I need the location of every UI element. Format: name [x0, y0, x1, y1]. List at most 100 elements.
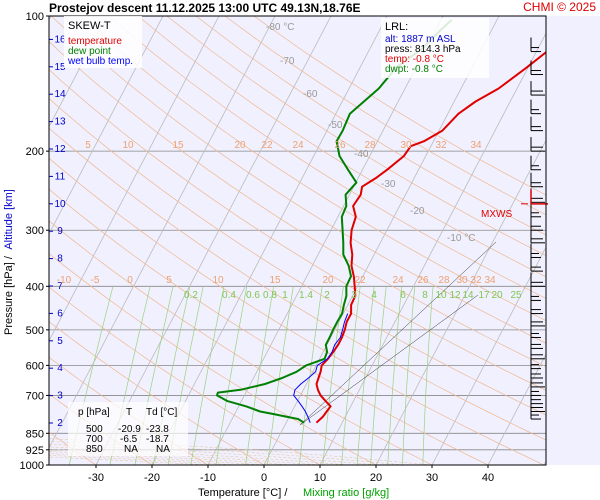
- isotherm-line: [207, 16, 444, 465]
- mixing-ratio-label: 0.4: [222, 290, 236, 301]
- isotherm-label: -80 °C: [266, 22, 294, 33]
- isotherm-line: [319, 32, 546, 465]
- legend-item-temperature: temperature: [68, 36, 122, 47]
- lrl-alt: alt: 1887 m ASL: [385, 34, 456, 45]
- mixing-ratio-line: [370, 286, 387, 465]
- mixing-ratio-label: 20: [491, 290, 503, 301]
- y-tick-label: 600: [26, 360, 44, 372]
- adiabat-label: -10: [57, 275, 72, 286]
- dry-adiabat-line: [49, 69, 546, 391]
- isotherm-label: -30: [381, 179, 396, 190]
- dry-adiabat-line: [49, 41, 546, 367]
- series-line-temperature: [315, 50, 546, 424]
- y-axis-label: Pressure [hPa] / Altitude [km]: [3, 189, 15, 335]
- parcel-reference-line: [299, 294, 479, 426]
- table-cell: NA: [124, 444, 138, 455]
- legend-title: SKEW-T: [68, 20, 111, 32]
- adiabat-label: 22: [354, 275, 366, 286]
- altitude-tick-label: 10: [54, 199, 66, 210]
- adiabat-label: 15: [172, 140, 184, 151]
- dry-adiabat-line: [49, 286, 321, 465]
- x-tick-label: -30: [88, 472, 104, 484]
- isotherm-line: [263, 16, 500, 465]
- mixing-ratio-label: 8: [422, 290, 428, 301]
- altitude-tick-label: 14: [54, 89, 66, 100]
- isotherm-label: -10 °C: [447, 233, 475, 244]
- legend-box: [64, 16, 142, 68]
- altitude-tick-label: 6: [57, 308, 63, 319]
- mixing-ratio-label: 6: [400, 290, 406, 301]
- mixing-ratio-label: 12: [449, 290, 461, 301]
- x-tick-label: 30: [426, 472, 438, 484]
- copyright: CHMI © 2025: [523, 0, 596, 14]
- dry-adiabat-line: [79, 16, 546, 321]
- y-tick-label: 300: [26, 225, 44, 237]
- mixing-ratio-label: 0.2: [184, 290, 198, 301]
- dry-adiabat-line: [50, 16, 546, 344]
- mixing-ratio-line: [402, 286, 416, 465]
- adiabat-label: 10: [122, 140, 134, 151]
- isotherm-line: [49, 16, 276, 449]
- lrl-temp: temp: -0.8 °C: [385, 54, 444, 65]
- data-table-box: [68, 402, 188, 456]
- adiabat-label: 30: [456, 275, 468, 286]
- adiabat-label: 34: [470, 140, 482, 151]
- table-cell: NA: [156, 444, 170, 455]
- mixing-ratio-label: 25: [510, 290, 522, 301]
- altitude-tick-label: 8: [57, 254, 63, 265]
- mixing-ratio-label: 0.6: [246, 290, 260, 301]
- mixing-ratio-line: [422, 286, 434, 465]
- x-tick-label: -20: [144, 472, 160, 484]
- mixing-ratio-label: 4: [371, 290, 377, 301]
- mixing-ratio-line: [387, 286, 403, 465]
- dry-adiabat-line: [49, 157, 545, 465]
- adiabat-label: 32: [470, 275, 482, 286]
- x-tick-label: -10: [200, 472, 216, 484]
- dry-adiabat-line: [49, 253, 377, 465]
- y-axis-altitude-label: Altitude [km]: [3, 189, 15, 250]
- adiabat-label: 0: [127, 275, 133, 286]
- dry-adiabat-line: [49, 431, 97, 465]
- isotherm-line: [375, 139, 546, 465]
- adiabat-label: 28: [438, 275, 450, 286]
- mixing-ratio-line: [356, 286, 375, 465]
- plot-frame: [48, 15, 547, 466]
- x-axis-mixing-label: Mixing ratio [g/kg]: [303, 487, 389, 499]
- altitude-tick-label: 13: [54, 117, 66, 128]
- table-cell: -18.7: [146, 434, 169, 445]
- adiabat-label: 15: [269, 275, 281, 286]
- altitude-tick-label: 2: [57, 418, 63, 429]
- mixing-ratio-label: 3: [351, 290, 357, 301]
- dry-adiabat-line: [49, 98, 546, 416]
- lrl-box: [381, 18, 489, 78]
- isotherm-label: -70: [280, 56, 295, 67]
- adiabat-label: 26: [417, 275, 429, 286]
- mixing-ratio-line: [245, 286, 275, 465]
- dry-adiabat-line: [195, 16, 546, 236]
- mxws-label: MXWS: [481, 209, 512, 220]
- mixing-ratio-label: 1: [282, 290, 288, 301]
- adiabat-label: 28: [364, 140, 376, 151]
- adiabat-label: 5: [166, 275, 172, 286]
- table-cell: -6.5: [120, 434, 138, 445]
- lrl-title: LRL:: [385, 21, 408, 33]
- y-axis-pressure-label: Pressure [hPa] /: [3, 255, 15, 335]
- x-tick-label: 0: [261, 472, 267, 484]
- mixing-ratio-line: [341, 286, 361, 465]
- mixing-ratio-line: [190, 286, 225, 465]
- mixing-ratio-line: [322, 286, 344, 465]
- mixing-ratio-label: 2: [324, 290, 330, 301]
- series-line-wet-bulb-temp: [293, 313, 349, 423]
- adiabat-label: 22: [261, 140, 273, 151]
- altitude-tick-label: 9: [57, 226, 63, 237]
- adiabat-label: 24: [292, 140, 304, 151]
- table-cell: 850: [86, 444, 103, 455]
- altitude-tick-label: 7: [57, 281, 63, 292]
- y-tick-label: 700: [26, 390, 44, 402]
- table-cell: 500: [86, 424, 103, 435]
- data-table: p [hPa] T Td [°C] 500 -20.9 -23.8 700 -6…: [68, 402, 188, 456]
- altitude-tick-label: 12: [54, 144, 66, 155]
- mixing-ratio-label: 17: [478, 290, 490, 301]
